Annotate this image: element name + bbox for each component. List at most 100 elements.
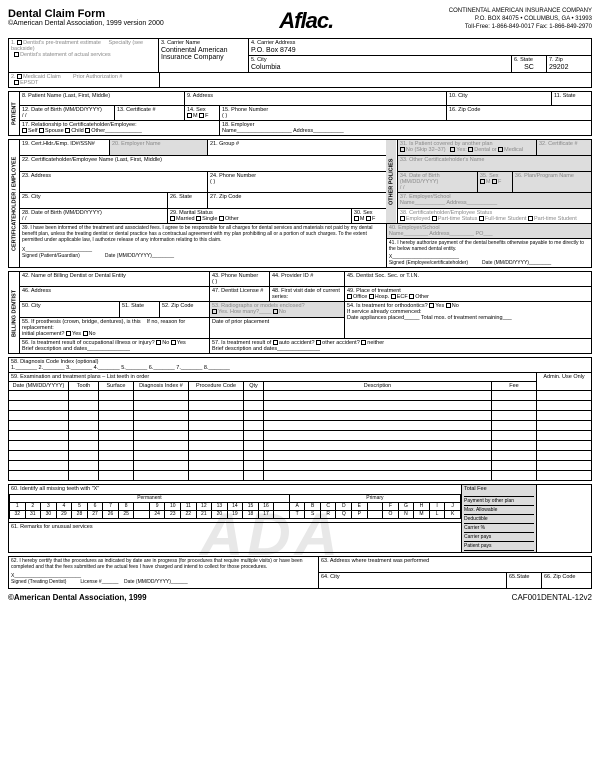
cb56y[interactable]: [171, 340, 176, 345]
l49h: Hosp.: [375, 294, 389, 300]
cb31n[interactable]: [400, 147, 405, 152]
l57n: neither: [367, 340, 384, 346]
l1d: Dentist's statement of actual services: [20, 52, 111, 58]
proc-row[interactable]: [9, 411, 592, 421]
cb57o[interactable]: [316, 340, 321, 345]
cb30m[interactable]: [354, 216, 359, 221]
cb-spouse[interactable]: [39, 128, 44, 133]
cb54n[interactable]: [446, 303, 451, 308]
l29s: Single: [202, 216, 217, 222]
cb-f[interactable]: [199, 113, 204, 118]
teeth-section: 60. Identify all missing teeth with "X" …: [8, 484, 592, 553]
l37n: Name: [400, 200, 415, 206]
l31n: No (Skip 32–37): [406, 147, 446, 153]
proc-row[interactable]: [9, 461, 592, 471]
l54d: Date appliances placed: [347, 315, 404, 321]
l38p: Part-time Status: [438, 216, 477, 222]
proc-row[interactable]: [9, 451, 592, 461]
cb38ps[interactable]: [528, 216, 533, 221]
l18a: Address: [293, 128, 313, 134]
cb29m[interactable]: [170, 216, 175, 221]
l13: 13. Certificate #: [117, 107, 182, 113]
cb49o[interactable]: [347, 294, 352, 299]
l60: 60. Identify all missing teeth with "X": [11, 486, 99, 492]
l17ot: Other: [91, 128, 105, 134]
cb57a[interactable]: [273, 340, 278, 345]
l15v: ( ): [222, 113, 444, 119]
proc-row[interactable]: [9, 441, 592, 451]
cb56n[interactable]: [156, 340, 161, 345]
cb-pretreat[interactable]: [17, 40, 22, 45]
proc-row[interactable]: [9, 421, 592, 431]
cb35f[interactable]: [492, 179, 497, 184]
l39s: Signed (Patient/Guardian): [22, 253, 80, 259]
l38f: Full-time Student: [485, 216, 527, 222]
l54y: Yes: [435, 303, 444, 309]
cb49e[interactable]: [391, 294, 396, 299]
l18: 18. Employer: [222, 122, 589, 128]
cb29o[interactable]: [219, 216, 224, 221]
cb35m[interactable]: [480, 179, 485, 184]
cb31y[interactable]: [450, 147, 455, 152]
l62: 62. I hereby certify that the procedures…: [11, 558, 316, 570]
l65: 65.State: [509, 574, 539, 580]
carrier-section: 1. Dentist's pre-treatment estimate Spec…: [8, 38, 592, 88]
l10: 10. City: [449, 93, 549, 99]
l45: 45. Dentist Soc. Sec. or T.I.N.: [347, 273, 589, 279]
l14f: F: [205, 113, 208, 119]
cb55n[interactable]: [83, 331, 88, 336]
cb-other[interactable]: [85, 128, 90, 133]
proc-row[interactable]: [9, 391, 592, 401]
cb57n[interactable]: [361, 340, 366, 345]
proc-row[interactable]: [9, 401, 592, 411]
proc-row[interactable]: [9, 431, 592, 441]
l57b: Brief description and dates: [212, 346, 277, 352]
csig: Signed (Treating Dentist): [11, 579, 66, 585]
cb38p[interactable]: [432, 216, 437, 221]
cb29s[interactable]: [196, 216, 201, 221]
cb38f[interactable]: [479, 216, 484, 221]
l61: 61. Remarks for unusual services: [11, 524, 93, 530]
footer: ©American Dental Association, 1999 CAF00…: [8, 593, 592, 602]
proc-row[interactable]: [9, 471, 592, 481]
tooth-grid: PermanentPrimary 12345678910111213141516…: [9, 494, 461, 519]
l8: 8. Patient Name (Last, First, Middle): [22, 93, 182, 99]
l41s: Signed (Employee/certificateholder): [389, 260, 468, 266]
l24v: ( ): [210, 179, 384, 185]
cb54y[interactable]: [429, 303, 434, 308]
cb-epsdt[interactable]: [14, 80, 19, 85]
cb-stmt[interactable]: [14, 52, 19, 57]
den-label: BILLING DENTIST: [9, 272, 20, 354]
admin: Admin. Use Only: [543, 374, 584, 380]
cb31m[interactable]: [498, 147, 503, 152]
l35f: F: [498, 179, 501, 185]
cb49h[interactable]: [369, 294, 374, 299]
l56n: No: [162, 340, 169, 346]
cb49ot[interactable]: [409, 294, 414, 299]
cb53y[interactable]: [212, 309, 217, 314]
l43v: ( ): [212, 279, 267, 285]
cb38e[interactable]: [400, 216, 405, 221]
l46: 46. Address: [22, 288, 207, 294]
header: Dental Claim Form ©American Dental Assoc…: [8, 8, 592, 34]
perm: Permanent: [10, 495, 290, 503]
cb31d[interactable]: [468, 147, 473, 152]
cb-child[interactable]: [65, 128, 70, 133]
cb55y[interactable]: [66, 331, 71, 336]
l58: 58. Diagnosis Code Index (optional): [11, 359, 98, 365]
l38e: Employed: [406, 216, 430, 222]
l57o: other accident?: [322, 340, 360, 346]
patient-label: PATIENT: [9, 92, 20, 136]
l2d: EPSDT: [20, 80, 38, 86]
cb-m[interactable]: [187, 113, 192, 118]
l40: 40. Employer/School: [389, 225, 589, 231]
cb30f[interactable]: [366, 216, 371, 221]
cb53n[interactable]: [273, 309, 278, 314]
cb-medicaid[interactable]: [17, 74, 22, 79]
l55i: initial placement?: [22, 331, 65, 337]
l39d: Date (MM/DD/YYYY): [105, 253, 152, 259]
cb-self[interactable]: [22, 128, 27, 133]
l30m: M: [360, 216, 365, 222]
dx7: 7.: [176, 365, 181, 371]
l32: 32. Certificate #: [539, 141, 589, 147]
